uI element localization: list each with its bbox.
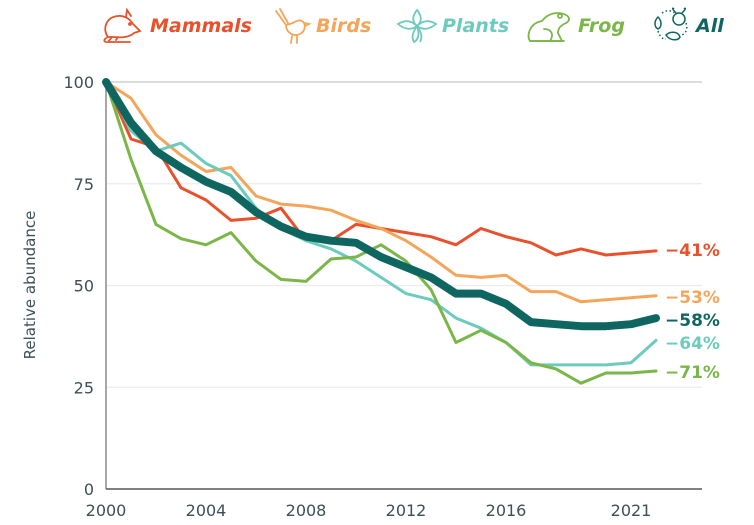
- mammal-icon: [103, 7, 142, 43]
- series-line-plants: [104, 80, 658, 367]
- legend-item-mammals: Mammals: [100, 6, 252, 46]
- legend-item-plants: Plants: [396, 6, 509, 46]
- end-label-plants: −64%: [665, 334, 720, 354]
- x-tick-label-2012: 2012: [386, 501, 427, 520]
- axes: [105, 82, 702, 490]
- end-labels: −41% −53% −64% −71% −58%: [665, 241, 720, 383]
- series-line-frog: [104, 80, 658, 385]
- legend-label-mammals: Mammals: [150, 15, 252, 37]
- x-tick-label-2000: 2000: [86, 501, 127, 520]
- x-tick-label-2008: 2008: [286, 501, 327, 520]
- flower-icon: [396, 8, 438, 44]
- legend-label-frog: Frog: [578, 15, 625, 37]
- series-lines: [102, 78, 660, 385]
- bird-icon: [275, 8, 312, 44]
- x-tick-label-2004: 2004: [186, 501, 227, 520]
- legend-label-birds: Birds: [316, 15, 372, 37]
- y-tick-label-100: 100: [63, 73, 94, 92]
- end-label-birds: −53%: [665, 288, 720, 308]
- all-species-icon: [654, 7, 688, 41]
- legend: Mammals Birds Plants: [0, 6, 754, 46]
- legend-label-plants: Plants: [442, 15, 510, 37]
- y-tick-labels: 0 25 50 75 100: [63, 73, 94, 499]
- x-tick-labels: 2000 2004 2008 2012 2016 2021: [86, 501, 652, 520]
- y-tick-label-0: 0: [84, 480, 94, 499]
- x-tick-label-2016: 2016: [486, 501, 527, 520]
- gridlines: [106, 81, 702, 388]
- series-line-all: [102, 78, 660, 331]
- y-axis-title: Relative abundance: [21, 211, 39, 360]
- legend-item-birds: Birds: [272, 6, 371, 46]
- legend-label-all: All: [696, 15, 724, 37]
- end-label-frog: −71%: [665, 363, 720, 383]
- legend-item-frog: Frog: [524, 6, 625, 46]
- y-tick-label-75: 75: [74, 175, 94, 194]
- frog-icon: [527, 12, 570, 42]
- series-line-birds: [104, 80, 658, 304]
- end-label-mammals: −41%: [665, 241, 720, 261]
- y-tick-label-25: 25: [74, 378, 94, 397]
- legend-item-all: All: [652, 6, 724, 46]
- end-label-all: −58%: [665, 311, 720, 331]
- x-tick-label-2021: 2021: [611, 501, 652, 520]
- y-tick-label-50: 50: [74, 277, 94, 296]
